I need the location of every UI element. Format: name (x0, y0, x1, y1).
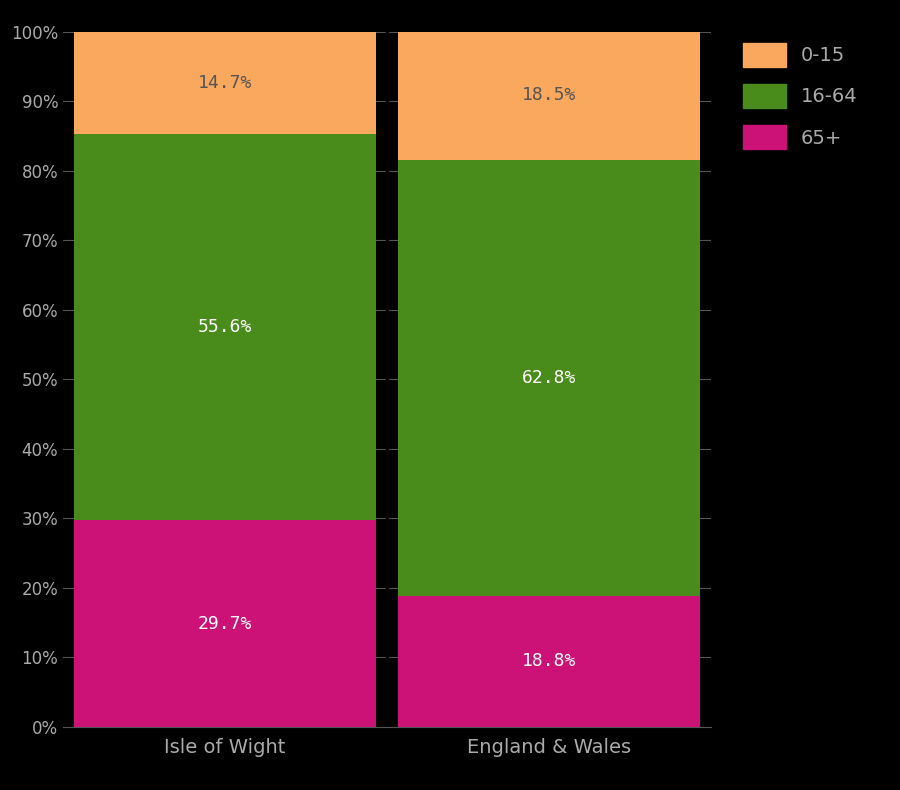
Text: 14.7%: 14.7% (198, 73, 252, 92)
Text: 62.8%: 62.8% (522, 369, 576, 387)
Text: 18.8%: 18.8% (522, 653, 576, 671)
Text: 18.5%: 18.5% (522, 86, 576, 104)
Bar (399, 160, 699, 596)
Text: 29.7%: 29.7% (198, 615, 252, 633)
Text: 55.6%: 55.6% (198, 318, 252, 336)
Legend: 0-15, 16-64, 65+: 0-15, 16-64, 65+ (727, 28, 873, 164)
Bar (399, 596, 699, 727)
Bar (75, 32, 375, 134)
Bar (399, 31, 699, 160)
Bar (75, 521, 375, 727)
Bar (75, 134, 375, 521)
